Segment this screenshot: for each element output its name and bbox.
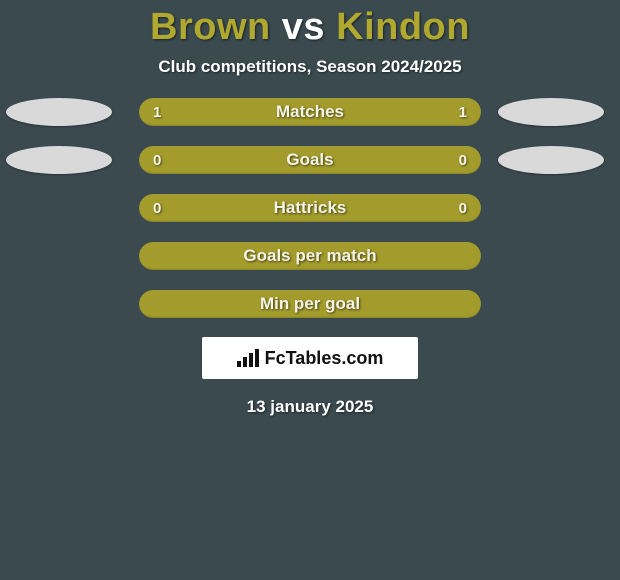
right-oval-icon [498,98,604,126]
right-oval-icon [498,146,604,174]
watermark-badge: FcTables.com [202,337,418,379]
comparison-card: Brown vs Kindon Club competitions, Seaso… [0,0,620,417]
stat-left-value: 0 [153,200,161,217]
watermark-text: FcTables.com [265,348,384,369]
stat-label: Matches [139,102,481,122]
date-text: 13 january 2025 [247,397,374,417]
stat-right-value: 1 [459,104,467,121]
left-oval-icon [6,146,112,174]
stat-left-value: 0 [153,152,161,169]
title-player-left: Brown [150,6,271,48]
stat-label: Hattricks [139,198,481,218]
stat-pill: 1 Matches 1 [139,98,481,126]
stat-row-hattricks: 0 Hattricks 0 [0,193,620,223]
stat-row-matches: 1 Matches 1 [0,97,620,127]
title-player-right: Kindon [336,6,470,48]
stat-row-min-per-goal: Min per goal [0,289,620,319]
stat-pill: Goals per match [139,242,481,270]
left-oval-icon [6,98,112,126]
title-vs: vs [271,6,336,48]
stat-rows: 1 Matches 1 0 Goals 0 0 Hattricks 0 [0,97,620,319]
stat-pill: Min per goal [139,290,481,318]
stat-pill: 0 Goals 0 [139,146,481,174]
stat-label: Goals per match [139,246,481,266]
stat-right-value: 0 [459,152,467,169]
stat-row-goals-per-match: Goals per match [0,241,620,271]
page-title: Brown vs Kindon [150,6,470,49]
stat-pill: 0 Hattricks 0 [139,194,481,222]
bars-icon [237,349,259,367]
subtitle: Club competitions, Season 2024/2025 [158,57,461,77]
stat-right-value: 0 [459,200,467,217]
stat-left-value: 1 [153,104,161,121]
stat-label: Goals [139,150,481,170]
stat-row-goals: 0 Goals 0 [0,145,620,175]
stat-label: Min per goal [139,294,481,314]
